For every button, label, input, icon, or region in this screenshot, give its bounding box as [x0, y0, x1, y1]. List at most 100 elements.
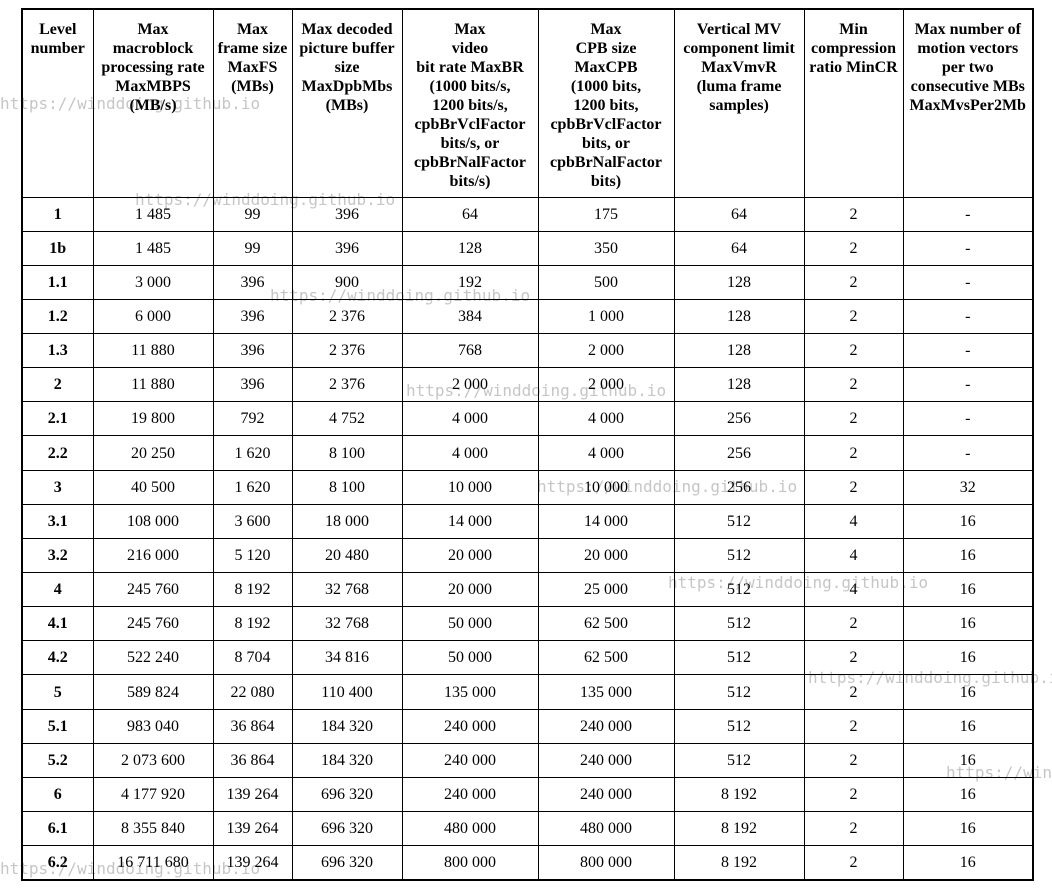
value-cell: 16 [902, 845, 1034, 881]
value-cell: 245 760 [92, 606, 214, 642]
value-cell: 696 320 [291, 776, 403, 813]
value-cell: - [902, 367, 1034, 403]
value-cell: 20 250 [92, 435, 214, 471]
value-cell: 6 000 [92, 298, 214, 335]
value-cell: 256 [673, 401, 805, 437]
value-cell: 128 [673, 298, 805, 335]
value-cell: 14 000 [401, 503, 539, 539]
value-cell: 512 [673, 674, 805, 710]
value-cell: 32 768 [291, 572, 403, 608]
value-cell: 8 100 [291, 435, 403, 471]
value-cell: 99 [212, 230, 293, 266]
value-cell: - [902, 333, 1034, 369]
value-cell: 240 000 [401, 776, 539, 813]
value-cell: 4 752 [291, 401, 403, 437]
value-cell: 135 000 [401, 674, 539, 710]
levels-table: Level number Max macroblock processing r… [21, 8, 1034, 881]
value-cell: 2 000 [537, 333, 675, 369]
value-cell: 10 000 [537, 469, 675, 505]
value-cell: 2 [803, 367, 904, 403]
value-cell: 11 880 [92, 367, 214, 403]
value-cell: 16 711 680 [92, 845, 214, 881]
value-cell: 139 264 [212, 776, 293, 813]
value-cell: 110 400 [291, 674, 403, 710]
value-cell: 512 [673, 537, 805, 574]
value-cell: 245 760 [92, 572, 214, 608]
value-cell: 175 [537, 196, 675, 232]
table-row: 3 40 500 1 620 8 100 10 000 10 000 256 2 32 [21, 469, 1034, 505]
value-cell: 50 000 [401, 606, 539, 642]
value-cell: 696 320 [291, 811, 403, 847]
table-row: 1.3 11 880 396 2 376 768 2 000 128 2- [21, 333, 1034, 369]
value-cell: 8 192 [673, 776, 805, 813]
level-cell: 1 [21, 196, 94, 232]
value-cell: 11 880 [92, 333, 214, 369]
value-cell: 34 816 [291, 640, 403, 676]
value-cell: 2 [803, 230, 904, 266]
value-cell: 2 073 600 [92, 742, 214, 778]
value-cell: 16 [902, 742, 1034, 778]
value-cell: 32 768 [291, 606, 403, 642]
value-cell: 19 800 [92, 401, 214, 437]
value-cell: 139 264 [212, 845, 293, 881]
value-cell: 4 000 [537, 435, 675, 471]
value-cell: 108 000 [92, 503, 214, 539]
header-max-mvs-per-2mb: Max number of motion vectors per two con… [902, 8, 1034, 198]
value-cell: 139 264 [212, 811, 293, 847]
value-cell: - [902, 298, 1034, 335]
value-cell: - [902, 401, 1034, 437]
value-cell: 2 376 [291, 298, 403, 335]
value-cell: 4 177 920 [92, 776, 214, 813]
value-cell: 396 [212, 264, 293, 300]
value-cell: 4 000 [401, 435, 539, 471]
value-cell: 128 [673, 264, 805, 300]
value-cell: 396 [291, 230, 403, 266]
value-cell: 384 [401, 298, 539, 335]
value-cell: 2 [803, 469, 904, 505]
level-cell: 1b [21, 230, 94, 266]
header-max-br: Max video bit rate MaxBR (1000 bits/s, 1… [401, 8, 539, 198]
level-cell: 6.2 [21, 845, 94, 881]
value-cell: 64 [401, 196, 539, 232]
level-cell: 3 [21, 469, 94, 505]
level-cell: 2.2 [21, 435, 94, 471]
value-cell: 256 [673, 469, 805, 505]
value-cell: 36 864 [212, 708, 293, 744]
value-cell: 480 000 [537, 811, 675, 847]
value-cell: 480 000 [401, 811, 539, 847]
value-cell: 2 [803, 742, 904, 778]
table-row: 1.1 3 000 396 900 192 500 128 2- [21, 264, 1034, 300]
value-cell: 20 480 [291, 537, 403, 574]
table-row: 3.2 216 000 5 120 20 480 20 000 20 000 512 4 16 [21, 537, 1034, 574]
value-cell: 8 192 [673, 845, 805, 881]
level-cell: 3.1 [21, 503, 94, 539]
level-cell: 2 [21, 367, 94, 403]
value-cell: 20 000 [401, 572, 539, 608]
table-row: 1b 1 485 99 396 128 350 64 2- [21, 230, 1034, 266]
value-cell: 2 [803, 435, 904, 471]
value-cell: 16 [902, 811, 1034, 847]
header-max-mbps: Max macroblock processing rate MaxMBPS (… [92, 8, 214, 198]
header-max-fs: Max frame size MaxFS (MBs) [212, 8, 293, 198]
value-cell: 4 000 [401, 401, 539, 437]
level-cell: 4.1 [21, 606, 94, 642]
level-cell: 1.3 [21, 333, 94, 369]
value-cell: - [902, 264, 1034, 300]
value-cell: 16 [902, 776, 1034, 813]
value-cell: 99 [212, 196, 293, 232]
value-cell: 696 320 [291, 845, 403, 881]
value-cell: 2 [803, 845, 904, 881]
value-cell: 5 120 [212, 537, 293, 574]
value-cell: 2 [803, 333, 904, 369]
value-cell: 512 [673, 640, 805, 676]
value-cell: 2 000 [537, 367, 675, 403]
level-cell: 6 [21, 776, 94, 813]
table-row: 6.1 8 355 840 139 264 696 320 480 000 480 000… [21, 811, 1034, 847]
value-cell: 22 080 [212, 674, 293, 710]
table-row: 5.1 983 040 36 864 184 320 240 000 240 000 512… [21, 708, 1034, 744]
value-cell: 3 000 [92, 264, 214, 300]
value-cell: 396 [212, 298, 293, 335]
